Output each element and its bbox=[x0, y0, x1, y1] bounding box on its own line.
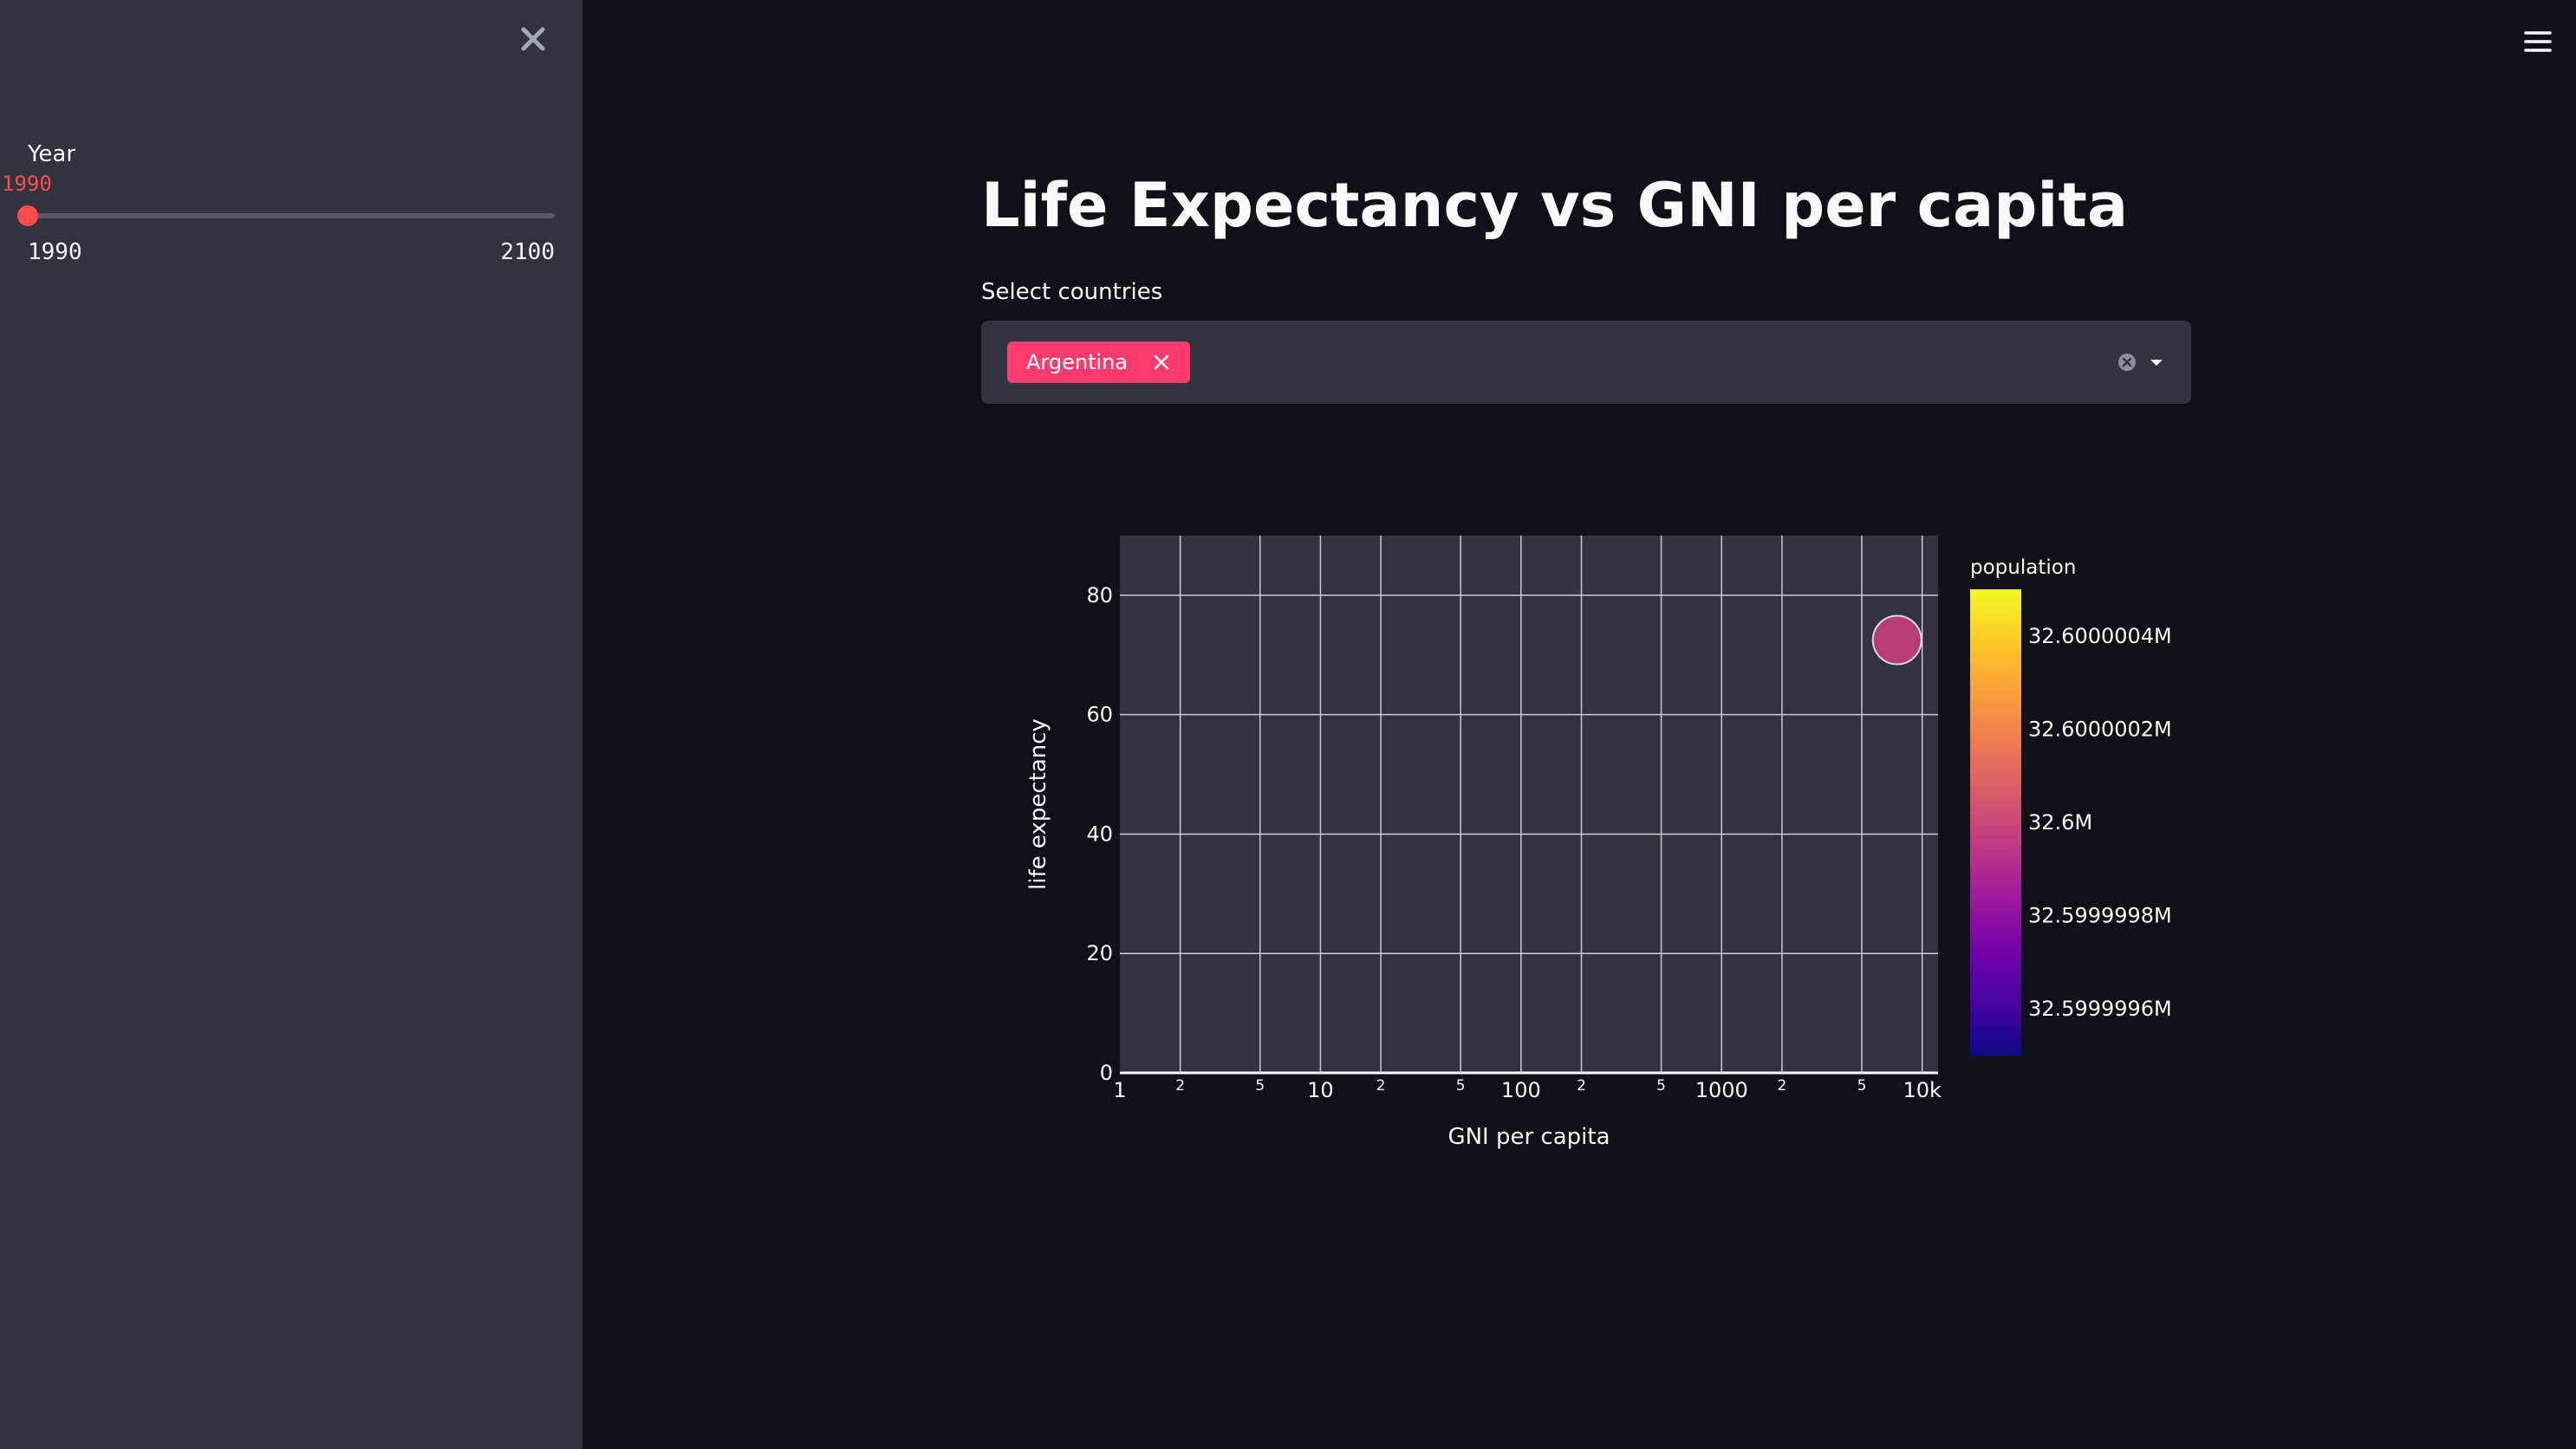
colorbar-tick-label: 32.6000002M bbox=[2028, 717, 2172, 741]
page-title: Life Expectancy vs GNI per capita bbox=[981, 170, 2129, 241]
y-tick-label: 80 bbox=[1086, 583, 1113, 608]
hamburger-menu-icon bbox=[2524, 31, 2552, 52]
x-minor-tick-label: 2 bbox=[1778, 1077, 1787, 1095]
x-minor-tick-label: 5 bbox=[1656, 1077, 1666, 1095]
x-axis-label: GNI per capita bbox=[1447, 1124, 1610, 1150]
year-slider-min: 1990 bbox=[28, 239, 82, 265]
close-sidebar-button[interactable] bbox=[513, 19, 553, 59]
y-axis-label: life expectancy bbox=[1025, 718, 1051, 890]
colorbar-tick-label: 32.6000004M bbox=[2028, 624, 2172, 648]
year-slider-label: Year bbox=[28, 141, 76, 167]
close-icon bbox=[521, 27, 545, 51]
country-multiselect[interactable]: Argentina bbox=[981, 321, 2191, 404]
x-tick-label: 1000 bbox=[1695, 1078, 1748, 1102]
y-tick-label: 60 bbox=[1086, 703, 1113, 727]
clear-circle-icon[interactable] bbox=[2117, 352, 2137, 373]
year-slider-max: 2100 bbox=[500, 239, 555, 265]
x-tick-label: 100 bbox=[1501, 1078, 1541, 1102]
select-countries-label: Select countries bbox=[981, 279, 1163, 305]
selected-country-label: Argentina bbox=[1026, 350, 1129, 374]
x-icon[interactable] bbox=[1152, 353, 1171, 372]
colorbar-title: population bbox=[1970, 556, 2076, 579]
year-slider-track[interactable] bbox=[28, 213, 555, 218]
selected-country-tag: Argentina bbox=[1007, 341, 1191, 383]
x-minor-tick-label: 5 bbox=[1456, 1077, 1466, 1095]
x-minor-tick-label: 5 bbox=[1857, 1077, 1867, 1095]
x-tick-label: 10k bbox=[1903, 1078, 1942, 1102]
x-minor-tick-label: 2 bbox=[1376, 1077, 1386, 1095]
scatter-chart: 1 10 100 1000 10k 2 5 2 5 2 5 2 5 0 20 40 60 80 GNI per … bbox=[1005, 520, 2219, 1179]
plot-area bbox=[1120, 536, 1938, 1073]
x-tick-label: 10 bbox=[1307, 1078, 1334, 1102]
main-menu-button[interactable] bbox=[2522, 26, 2553, 57]
x-minor-tick-label: 2 bbox=[1577, 1077, 1586, 1095]
scatter-chart-svg: 1 10 100 1000 10k 2 5 2 5 2 5 2 5 0 20 40 60 80 GNI per … bbox=[1025, 536, 2172, 1150]
colorbar-tick-label: 32.5999998M bbox=[2028, 904, 2172, 928]
y-tick-label: 20 bbox=[1086, 941, 1113, 965]
x-tick-label: 1 bbox=[1113, 1078, 1126, 1102]
year-slider-thumb[interactable] bbox=[17, 205, 38, 226]
y-tick-label: 0 bbox=[1100, 1061, 1113, 1085]
colorbar bbox=[1970, 589, 2021, 1056]
y-tick-label: 40 bbox=[1086, 822, 1113, 846]
sidebar: Year 1990 1990 2100 bbox=[0, 0, 582, 1449]
colorbar-tick-label: 32.6M bbox=[2028, 810, 2092, 835]
chevron-down-icon[interactable] bbox=[2146, 352, 2167, 373]
x-minor-tick-label: 5 bbox=[1255, 1077, 1265, 1095]
colorbar-tick-label: 32.5999996M bbox=[2028, 997, 2172, 1021]
x-minor-tick-label: 2 bbox=[1175, 1077, 1185, 1095]
scatter-point bbox=[1871, 614, 1922, 666]
year-slider-value: 1990 bbox=[2, 172, 52, 196]
